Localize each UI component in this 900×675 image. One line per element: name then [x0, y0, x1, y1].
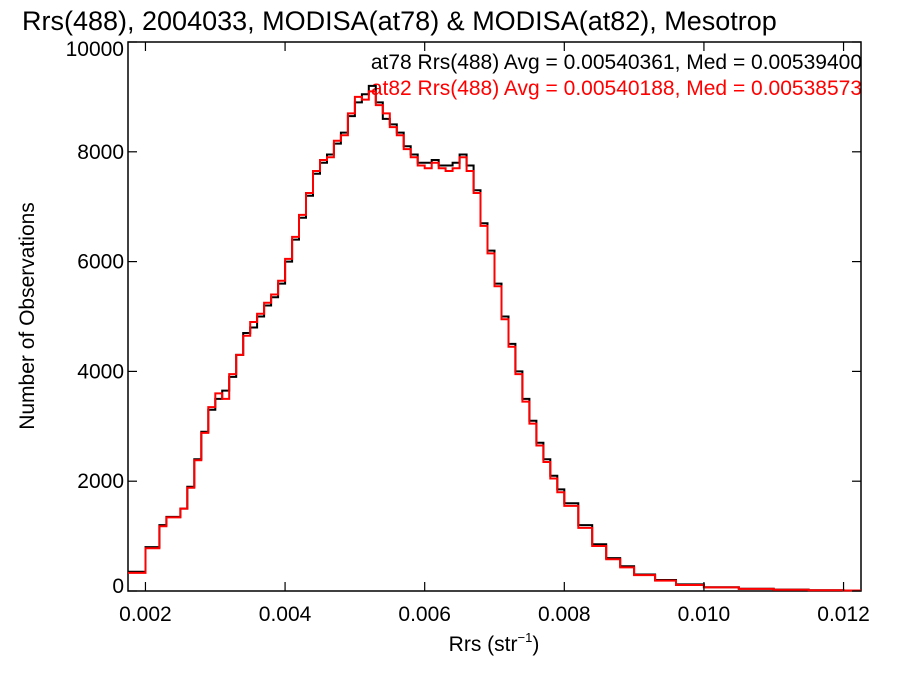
x-tick-label: 0.004 [259, 603, 312, 626]
x-tick-label: 0.012 [817, 603, 870, 626]
y-axis-ticks: 0 2000 4000 6000 8000 10000 [66, 38, 861, 598]
plot-frame [127, 41, 862, 592]
x-axis-label-base: Rrs (str [449, 633, 518, 656]
series-group [128, 84, 861, 592]
stats-annotation-1: at82 Rrs(488) Avg = 0.00540188, Med = 0.… [371, 77, 862, 100]
x-axis-label-superscript: −1 [518, 630, 533, 645]
y-tick-label: 0 [112, 575, 124, 598]
x-axis-label: Rrs (str−1) [449, 630, 540, 656]
stats-annotations: at78 Rrs(488) Avg = 0.00540361, Med = 0.… [371, 51, 862, 100]
y-tick-label: 6000 [77, 251, 124, 274]
x-axis-label-tail: ) [532, 633, 539, 656]
x-tick-label: 0.006 [398, 603, 451, 626]
x-tick-label: 0.010 [678, 603, 731, 626]
series-line-1 [128, 90, 861, 592]
y-tick-label: 8000 [77, 141, 124, 164]
x-tick-label: 0.008 [538, 603, 591, 626]
y-tick-label: 4000 [77, 360, 124, 383]
series-line-0 [128, 84, 861, 592]
x-axis-ticks: 0.002 0.004 0.006 0.008 0.010 0.012 [119, 42, 870, 626]
x-tick-label: 0.002 [119, 603, 172, 626]
y-tick-label: 10000 [66, 38, 124, 61]
stats-annotation-0: at78 Rrs(488) Avg = 0.00540361, Med = 0.… [371, 51, 862, 74]
chart-title: Rrs(488), 2004033, MODISA(at78) & MODISA… [22, 6, 777, 36]
y-axis-label: Number of Observations [16, 202, 39, 430]
y-tick-label: 2000 [77, 470, 124, 493]
